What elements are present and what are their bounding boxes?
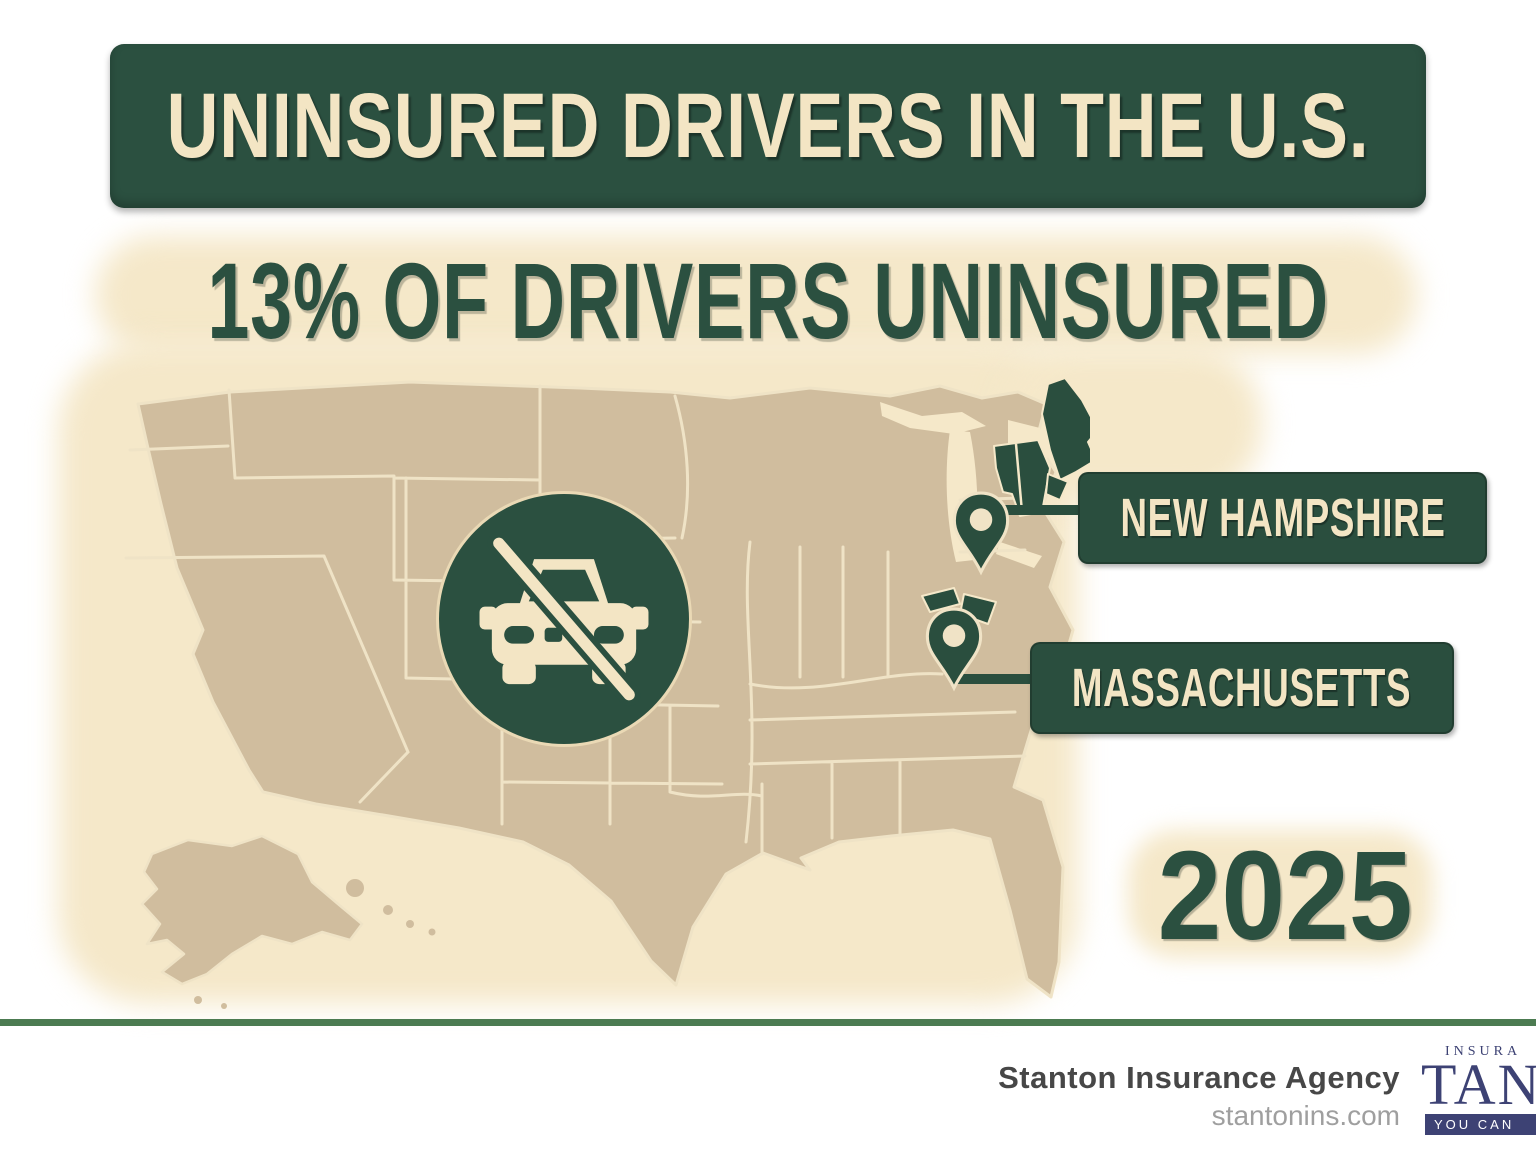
footer-company: Stanton Insurance Agency: [998, 1060, 1400, 1095]
islands: [194, 879, 436, 1009]
cream-wash-subtitle: [95, 236, 1417, 354]
new-hampshire-connector-line: [1000, 505, 1092, 515]
label-massachusetts: MASSACHUSETTS: [1030, 642, 1454, 734]
label-new-hampshire-text: NEW HAMPSHIRE: [1119, 488, 1446, 548]
maine-shape: [1041, 377, 1090, 481]
footer-website: stantonins.com: [1211, 1100, 1400, 1131]
cream-wash-year: [1128, 830, 1433, 958]
new-england-highlight: [921, 377, 1090, 625]
stanton-logo: INSURA TAN YOU CAN: [1421, 1044, 1536, 1138]
year-text: 2025: [1157, 825, 1413, 966]
logo-top-text: INSURA: [1445, 1044, 1522, 1059]
label-massachusetts-text: MASSACHUSETTS: [1072, 658, 1412, 718]
year-label: 2025: [1140, 825, 1430, 966]
coastal-massachusetts-shape: [1045, 473, 1069, 501]
stat-headline-text: 13% OF DRIVERS UNINSURED: [207, 239, 1329, 361]
header-banner: UNINSURED DRIVERS IN THE U.S.: [110, 44, 1426, 208]
car-no-insurance-icon: [479, 531, 649, 707]
logo-main-text: TAN: [1421, 1052, 1536, 1117]
label-new-hampshire: NEW HAMPSHIRE: [1078, 472, 1487, 564]
footer-divider: [0, 1019, 1536, 1026]
stat-headline: 13% OF DRIVERS UNINSURED: [98, 240, 1438, 361]
page-title: UNINSURED DRIVERS IN THE U.S.: [166, 74, 1370, 177]
massachusetts-connector-line: [950, 674, 1044, 684]
vermont-new-hampshire-shape: [993, 439, 1051, 517]
vt-nh-border: [1014, 443, 1024, 513]
massachusetts-pin-icon: [925, 607, 983, 692]
new-hampshire-pin-icon: [952, 491, 1010, 576]
uninsured-car-badge: [436, 491, 692, 747]
alaska-shape: [140, 834, 364, 986]
logo-banner-text: YOU CAN: [1425, 1114, 1536, 1135]
